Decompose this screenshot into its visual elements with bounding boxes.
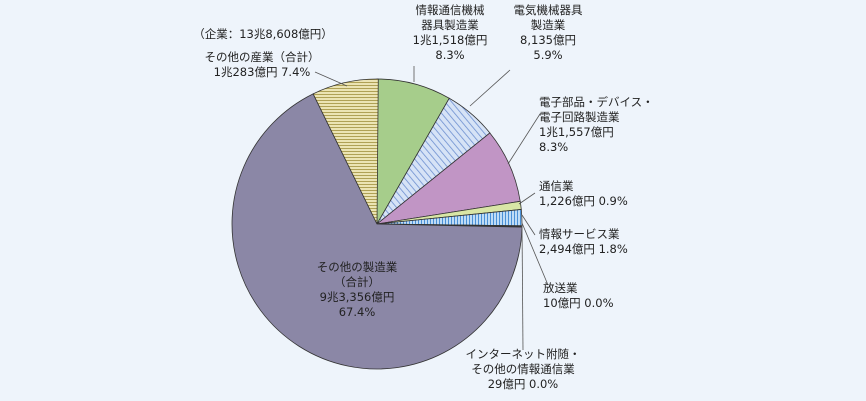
pie-slice-9: [312, 78, 379, 225]
leader-line-5: [521, 214, 536, 236]
slice-label-8: その他の製造業（合計） 9兆3,356億円 67.4%: [317, 260, 398, 319]
slice-label-2: 電気機械器具製造業 8,135億円 5.9%: [514, 3, 583, 62]
leader-line-9: [314, 71, 348, 87]
leader-line-2: [469, 69, 511, 107]
slice-label-3: 電子部品・デバイス・電子回路製造業 1兆1,557億円 8.3%: [539, 95, 654, 154]
leader-line-4: [518, 192, 536, 205]
slice-label-9: その他の産業（合計） 1兆283億円 7.4%: [205, 50, 320, 79]
leader-line-3: [507, 113, 541, 165]
pie-slice-8: [231, 93, 523, 370]
slice-label-1: 情報通信機械器具製造業 1兆1,518億円 8.3%: [413, 3, 488, 62]
leader-line-6: [521, 222, 549, 286]
slice-label-5: 情報サービス業 2,494億円 1.8%: [539, 227, 628, 256]
slice-label-7: インターネット附随・その他の情報通信業 29億円 0.0%: [466, 347, 581, 391]
leader-line-7: [521, 224, 524, 351]
chart-note: （企業：13兆8,608億円）: [193, 27, 333, 41]
slice-label-4: 通信業 1,226億円 0.9%: [539, 179, 628, 208]
slice-label-6: 放送業 10億円 0.0%: [543, 281, 614, 310]
